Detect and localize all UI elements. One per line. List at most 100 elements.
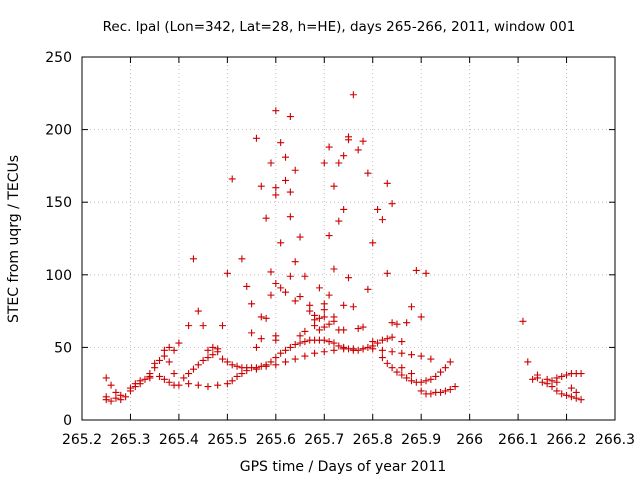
data-point	[122, 393, 130, 401]
y-tick-label: 250	[45, 50, 72, 66]
data-point	[291, 355, 299, 363]
data-point	[563, 371, 571, 379]
data-point	[529, 375, 537, 383]
data-point	[325, 232, 333, 240]
data-point	[209, 351, 217, 359]
data-point	[320, 313, 328, 321]
data-point	[194, 381, 202, 389]
data-point	[228, 377, 236, 385]
data-point	[272, 107, 280, 115]
data-point	[567, 393, 575, 401]
data-point	[286, 343, 294, 351]
data-point	[277, 239, 285, 247]
data-point	[330, 182, 338, 190]
data-point	[369, 239, 377, 247]
data-point	[364, 285, 372, 293]
data-point	[398, 364, 406, 372]
data-point	[107, 381, 115, 389]
data-point	[204, 383, 212, 391]
data-point	[185, 380, 193, 388]
y-tick-label: 150	[45, 195, 72, 211]
data-point	[567, 384, 575, 392]
data-point	[165, 343, 173, 351]
data-point	[282, 358, 290, 366]
data-point	[282, 346, 290, 354]
data-point	[374, 339, 382, 347]
data-point	[272, 361, 280, 369]
data-point	[223, 380, 231, 388]
x-tick-label: 265.4	[159, 432, 199, 448]
data-point	[286, 272, 294, 280]
data-point	[441, 387, 449, 395]
data-point	[286, 213, 294, 221]
data-point	[311, 311, 319, 319]
x-tick-label: 265.3	[110, 432, 150, 448]
data-point	[151, 359, 159, 367]
data-point	[282, 176, 290, 184]
data-point	[320, 323, 328, 331]
data-point	[282, 153, 290, 161]
data-point	[446, 358, 454, 366]
data-point	[228, 175, 236, 183]
data-point	[354, 325, 362, 333]
data-point	[524, 358, 532, 366]
data-point	[286, 188, 294, 196]
data-point	[325, 338, 333, 346]
data-point	[393, 368, 401, 376]
data-point	[577, 396, 585, 404]
data-point	[330, 317, 338, 325]
data-point	[315, 326, 323, 334]
data-point	[136, 377, 144, 385]
data-point	[359, 137, 367, 145]
data-point	[248, 329, 256, 337]
data-point	[548, 383, 556, 391]
data-point	[320, 306, 328, 314]
data-point	[543, 375, 551, 383]
data-point	[165, 358, 173, 366]
data-point	[102, 396, 110, 404]
data-point	[243, 282, 251, 290]
data-point	[296, 332, 304, 340]
data-point	[272, 336, 280, 344]
data-point	[228, 361, 236, 369]
data-point	[558, 390, 566, 398]
data-point	[223, 269, 231, 277]
data-point	[519, 317, 527, 325]
data-point	[286, 113, 294, 121]
data-point	[340, 326, 348, 334]
data-point	[160, 346, 168, 354]
data-point	[364, 343, 372, 351]
x-tick-label: 266	[456, 432, 483, 448]
data-point	[378, 336, 386, 344]
data-point	[199, 322, 207, 330]
data-point	[233, 362, 241, 370]
data-point	[320, 159, 328, 167]
data-point	[383, 179, 391, 187]
data-point	[262, 314, 270, 322]
x-tick-labels: 265.2 265.3 265.4 265.5 265.6 265.7 265.8 265.9…	[62, 432, 635, 448]
data-point	[209, 343, 217, 351]
data-point	[427, 390, 435, 398]
data-point	[296, 233, 304, 241]
data-point	[393, 320, 401, 328]
x-tick-label: 266.3	[595, 432, 635, 448]
data-point	[325, 143, 333, 151]
data-point	[335, 217, 343, 225]
data-point	[533, 371, 541, 379]
data-point	[345, 274, 352, 282]
data-point	[383, 335, 391, 343]
data-point	[315, 284, 323, 292]
data-point	[214, 345, 222, 353]
data-point	[272, 191, 280, 199]
x-tick-label: 265.7	[304, 432, 344, 448]
data-point	[257, 335, 265, 343]
data-point	[422, 377, 430, 385]
data-point	[427, 355, 435, 363]
data-point	[117, 391, 125, 399]
data-point	[272, 354, 280, 362]
y-tick-label: 100	[45, 268, 72, 284]
data-point	[252, 343, 260, 351]
data-point	[451, 383, 459, 391]
data-point	[412, 266, 420, 274]
